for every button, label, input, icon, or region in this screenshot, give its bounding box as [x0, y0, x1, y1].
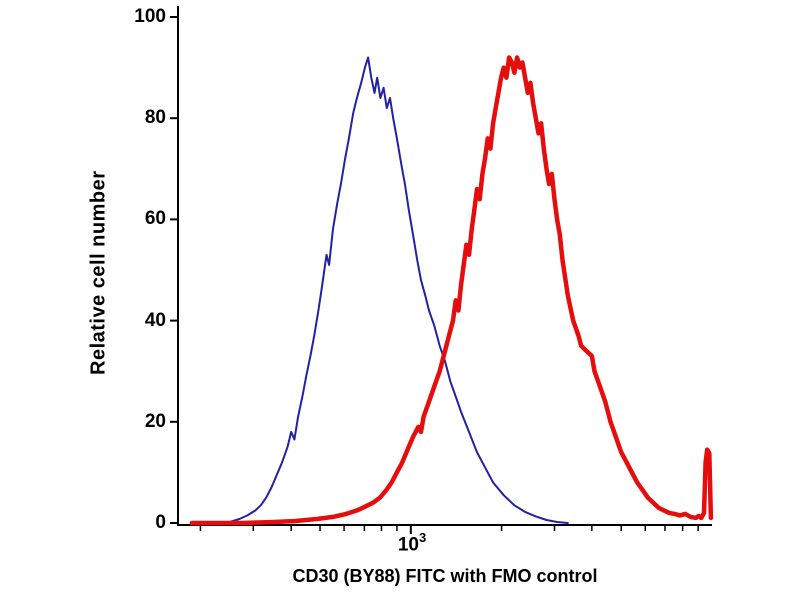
y-tick-label: 80 — [144, 107, 166, 129]
y-tick-label: 60 — [144, 208, 166, 230]
y-axis-label: Relative cell number — [87, 170, 110, 375]
fmo-control-curve — [206, 56, 569, 524]
y-tick-label: 100 — [134, 6, 166, 27]
x-tick-label-1e3: 103 — [381, 530, 443, 556]
y-tick-label: 40 — [144, 309, 166, 331]
x-tick-base: 10 — [397, 534, 419, 556]
cd30-fitc-curve — [189, 55, 714, 526]
y-tick-label: 0 — [155, 512, 166, 533]
x-axis-title: CD30 (BY88) FITC with FMO control — [292, 566, 598, 586]
x-tick-exponent: 3 — [418, 530, 427, 545]
y-tick-label: 20 — [144, 410, 166, 432]
